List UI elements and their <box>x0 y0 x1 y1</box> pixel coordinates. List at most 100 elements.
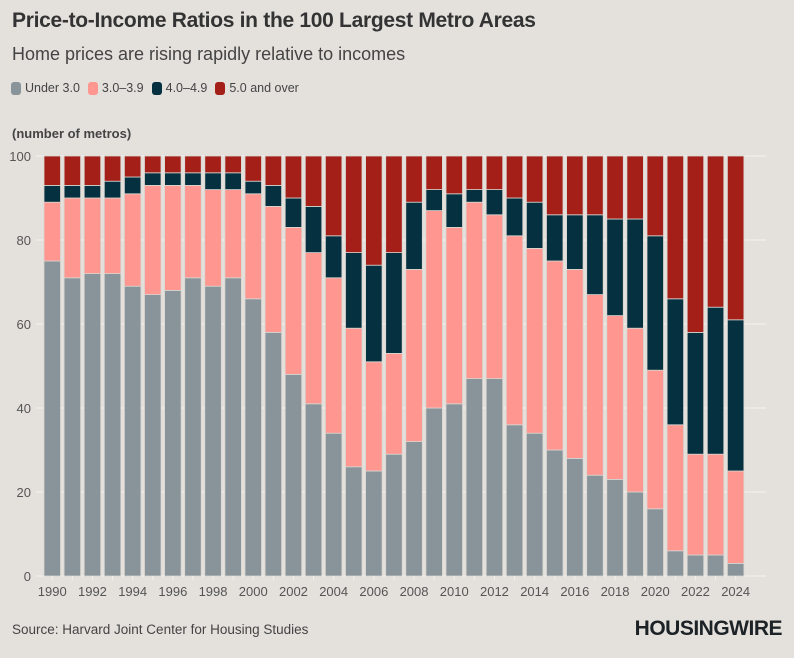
bar-2007-series-3 <box>385 155 403 253</box>
bar-2012-series-3 <box>485 155 504 190</box>
bar-2024-series-3 <box>727 155 745 321</box>
bar-1997-series-0 <box>184 277 202 577</box>
x-tick-label-2006: 2006 <box>359 584 388 599</box>
bar-2002-series-1 <box>284 226 303 375</box>
bar-group-2002 <box>284 155 303 577</box>
bar-2011-series-3 <box>465 155 484 190</box>
bar-2000-series-2 <box>244 180 262 195</box>
bar-1998-series-0 <box>204 285 222 577</box>
legend-swatch-5-plus <box>215 81 226 95</box>
bar-2015-series-2 <box>546 214 564 262</box>
bar-group-2024 <box>727 155 745 577</box>
bar-1998-series-3 <box>204 155 222 174</box>
bar-group-2003 <box>304 155 323 577</box>
bar-1992-series-0 <box>83 273 102 577</box>
bar-2001-series-1 <box>264 205 283 333</box>
x-tick-label-2004: 2004 <box>319 584 348 599</box>
bar-1996-series-3 <box>164 155 182 174</box>
bar-2010-series-0 <box>445 403 463 577</box>
bar-2019-series-3 <box>626 155 644 220</box>
y-tick-label-100: 100 <box>9 149 31 164</box>
bar-group-2018 <box>606 155 624 577</box>
housingwire-logo: HOUSINGWIRE <box>634 617 783 640</box>
bar-1995-series-1 <box>144 184 162 295</box>
bar-2008-series-0 <box>405 441 423 577</box>
x-tick-label-1994: 1994 <box>118 584 147 599</box>
bar-1994-series-3 <box>124 155 142 178</box>
bar-1999-series-3 <box>224 155 242 174</box>
bar-1999-series-0 <box>224 277 242 577</box>
bar-1990-series-3 <box>43 155 61 186</box>
y-axis-ticks: 0 20 40 60 80 100 <box>9 149 31 584</box>
bar-2010-series-1 <box>445 226 463 405</box>
bar-1992-series-3 <box>83 155 102 186</box>
bar-2023-series-3 <box>706 155 725 308</box>
bar-2007-series-2 <box>385 252 403 354</box>
legend-item-4-to-4-9: 4.0–4.9 <box>151 81 207 95</box>
bar-group-1998 <box>204 155 222 577</box>
bar-2016-series-2 <box>566 214 584 270</box>
bar-1997-series-3 <box>184 155 202 174</box>
bar-2019-series-0 <box>626 491 644 577</box>
bar-group-2012 <box>485 155 504 577</box>
bar-2021-series-3 <box>666 155 684 300</box>
bar-2014-series-3 <box>526 155 544 203</box>
bar-2014-series-0 <box>526 432 544 577</box>
bar-group-2015 <box>546 155 564 577</box>
legend-item-3-to-3-9: 3.0–3.9 <box>87 81 144 95</box>
bar-group-1997 <box>184 155 202 577</box>
bar-group-2007 <box>385 155 403 577</box>
bar-group-2004 <box>324 155 343 577</box>
bar-2014-series-1 <box>526 247 544 434</box>
bar-1993-series-1 <box>103 197 122 274</box>
bar-1999-series-1 <box>224 189 242 279</box>
x-tick-label-1992: 1992 <box>78 584 107 599</box>
bar-2000-series-3 <box>244 155 262 182</box>
bar-2004-series-1 <box>324 277 343 434</box>
bar-1998-series-2 <box>204 172 222 191</box>
bar-2011-series-2 <box>465 189 484 203</box>
bar-group-2022 <box>686 155 705 577</box>
x-tick-label-2024: 2024 <box>721 584 750 599</box>
bar-2014-series-2 <box>526 201 544 249</box>
bar-1994-series-0 <box>124 285 142 577</box>
bar-2021-series-1 <box>666 424 684 552</box>
bar-1996-series-2 <box>164 172 182 186</box>
bar-1995-series-0 <box>144 294 162 577</box>
bar-group-2005 <box>345 155 363 577</box>
bar-group-2011 <box>465 155 484 577</box>
bar-2006-series-2 <box>365 264 383 363</box>
bar-2018-series-3 <box>606 155 624 220</box>
bar-2024-series-0 <box>727 563 745 577</box>
bar-2003-series-0 <box>304 403 323 577</box>
bar-2006-series-3 <box>365 155 383 266</box>
bar-1990-series-1 <box>43 201 61 262</box>
bar-2008-series-1 <box>405 268 423 442</box>
bar-group-2014 <box>526 155 544 577</box>
bar-1994-series-2 <box>124 176 142 195</box>
bar-2020-series-2 <box>646 235 664 371</box>
legend-item-under-3: Under 3.0 <box>11 81 80 95</box>
bar-2013-series-1 <box>505 235 524 426</box>
bar-2012-series-0 <box>485 378 504 577</box>
bar-1990-series-2 <box>43 184 61 203</box>
bar-group-2010 <box>445 155 463 577</box>
bar-1997-series-2 <box>184 172 202 186</box>
legend-label-3-to-3-9: 3.0–3.9 <box>101 81 144 95</box>
bar-1991-series-3 <box>63 155 81 186</box>
bar-2011-series-1 <box>465 201 484 379</box>
legend-item-5-plus: 5.0 and over <box>215 81 299 95</box>
bars <box>43 155 745 577</box>
x-tick-label-1996: 1996 <box>158 584 187 599</box>
bar-group-2001 <box>264 155 283 577</box>
y-tick-label-40: 40 <box>17 401 31 416</box>
bar-2023-series-0 <box>706 554 725 577</box>
bar-2011-series-0 <box>465 378 484 577</box>
x-tick-label-2022: 2022 <box>681 584 710 599</box>
bar-2022-series-0 <box>686 554 705 577</box>
x-tick-label-2012: 2012 <box>480 584 509 599</box>
y-axis-units-label: (number of metros) <box>12 126 132 141</box>
y-tick-label-0: 0 <box>24 569 31 584</box>
bar-1990-series-0 <box>43 260 61 577</box>
